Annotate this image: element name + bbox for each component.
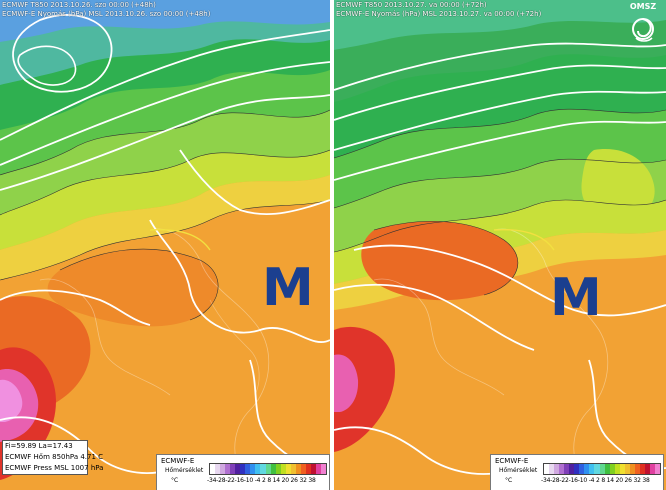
legend-swatch xyxy=(644,464,650,474)
legend-swatch xyxy=(549,464,555,474)
panel-header-line2: ECMWF-E Nyomás (hPa) MSL 2013.10.27. va … xyxy=(336,10,542,18)
legend-subtitle: Hőmérséklet xyxy=(499,467,538,474)
legend-swatch xyxy=(594,464,600,474)
legend-unit: °C xyxy=(171,477,179,484)
point-temperature: ECMWF Hőm 850hPa 4.71 C xyxy=(5,453,104,461)
legend-swatch xyxy=(599,464,605,474)
omsz-logo: OMSZ xyxy=(626,2,660,46)
legend-swatch xyxy=(554,464,560,474)
legend-subtitle: Hőmérséklet xyxy=(165,467,204,474)
point-coordinates: Fi=59.89 La=17.43 xyxy=(5,442,73,450)
legend-swatch xyxy=(300,464,306,474)
legend-ticks: -34-28-22-16-10 -4 2 8 14 20 26 32 38 xyxy=(207,477,316,484)
legend-swatch xyxy=(315,464,322,474)
panel-header-line1: ECMWF T850 2013.10.27. va 00:00 (+72h) xyxy=(336,1,487,9)
temperature-pressure-map-72h xyxy=(334,0,666,490)
legend-title: ECMWF-E xyxy=(161,457,195,465)
forecast-panel-48h: ECMWF T850 2013.10.26. szo 00:00 (+48h) … xyxy=(0,0,330,490)
legend-swatch xyxy=(215,464,221,474)
legend-swatch xyxy=(255,464,261,474)
legend-swatch xyxy=(624,464,630,474)
legend-swatch xyxy=(609,464,615,474)
legend-swatch xyxy=(629,464,635,474)
legend-swatch xyxy=(559,464,565,474)
legend-swatch xyxy=(589,464,595,474)
mediterranean-marker: M xyxy=(550,268,602,328)
legend-ticks: -34-28-22-16-10 -4 2 8 14 20 26 32 38 xyxy=(541,477,650,484)
legend-swatch xyxy=(225,464,231,474)
legend-swatch xyxy=(564,464,570,474)
legend-swatch xyxy=(569,464,575,474)
legend-swatch xyxy=(604,464,610,474)
logo-text: OMSZ xyxy=(629,2,657,11)
point-info-box: Fi=59.89 La=17.43 ECMWF Hőm 850hPa 4.71 … xyxy=(2,440,104,475)
legend-swatch xyxy=(310,464,316,474)
legend-swatch xyxy=(305,464,311,474)
legend-swatch xyxy=(250,464,256,474)
legend-swatch xyxy=(235,464,241,474)
logo-swirl-icon xyxy=(632,18,654,42)
legend-swatch xyxy=(655,464,661,474)
legend-color-bar xyxy=(209,463,327,475)
legend-swatch xyxy=(280,464,286,474)
legend-swatch xyxy=(290,464,296,474)
legend-swatch xyxy=(321,464,327,474)
legend-swatch xyxy=(579,464,585,474)
temperature-pressure-map-48h xyxy=(0,0,330,490)
legend-swatch xyxy=(649,464,656,474)
legend-swatch xyxy=(210,464,216,474)
mediterranean-marker: M xyxy=(262,258,314,318)
legend-swatch xyxy=(240,464,246,474)
panel-header-line1: ECMWF T850 2013.10.26. szo 00:00 (+48h) xyxy=(2,1,156,9)
legend-swatch xyxy=(285,464,291,474)
legend-swatch xyxy=(295,464,301,474)
legend-swatch xyxy=(634,464,640,474)
point-pressure: ECMWF Press MSL 1007 hPa xyxy=(5,464,104,472)
legend-swatch xyxy=(639,464,645,474)
legend-swatch xyxy=(270,464,276,474)
temperature-legend: ECMWF-E Hőmérséklet °C -34-28-22-16-10 -… xyxy=(156,454,330,490)
legend-swatch xyxy=(220,464,226,474)
legend-swatch xyxy=(260,464,266,474)
legend-swatch xyxy=(544,464,550,474)
legend-swatch xyxy=(614,464,620,474)
forecast-panel-72h: ECMWF T850 2013.10.27. va 00:00 (+72h) E… xyxy=(334,0,666,490)
legend-swatch xyxy=(245,464,251,474)
legend-swatch xyxy=(230,464,236,474)
legend-swatch xyxy=(275,464,281,474)
legend-swatch xyxy=(584,464,590,474)
legend-unit: °C xyxy=(505,477,513,484)
panel-header-line2: ECMWF-E Nyomás (hPa) MSL 2013.10.26. szo… xyxy=(2,10,211,18)
legend-color-bar xyxy=(543,463,661,475)
panel-divider xyxy=(330,0,334,490)
temperature-legend: ECMWF-E Hőmérséklet °C -34-28-22-16-10 -… xyxy=(490,454,664,490)
legend-swatch xyxy=(265,464,271,474)
legend-swatch xyxy=(619,464,625,474)
legend-title: ECMWF-E xyxy=(495,457,529,465)
legend-swatch xyxy=(574,464,580,474)
